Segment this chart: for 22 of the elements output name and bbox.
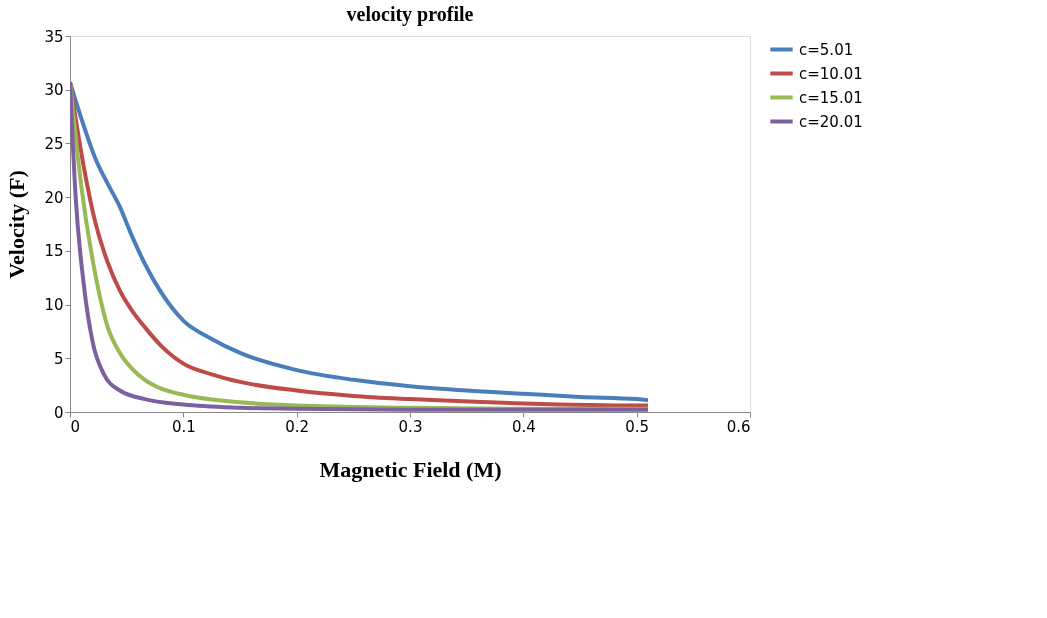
chart-title: velocity profile — [346, 3, 474, 26]
x-tick-label: 0.1 — [171, 417, 196, 436]
x-tick-label: 0.5 — [625, 417, 650, 436]
legend-label: c=20.01 — [799, 112, 863, 131]
x-axis-title: Magnetic Field (M) — [319, 456, 502, 482]
x-tick-label: 0 — [70, 417, 81, 436]
y-axis-title: Velocity (F) — [4, 170, 30, 279]
legend-label: c=10.01 — [799, 64, 863, 83]
x-tick-label: 0.2 — [285, 417, 310, 436]
y-tick-label: 20 — [44, 188, 64, 207]
x-tick-label: 0.6 — [726, 417, 751, 436]
y-tick-label: 30 — [44, 81, 64, 100]
x-tick-label: 0.4 — [511, 417, 536, 436]
y-tick-label: 10 — [44, 296, 64, 315]
y-tick-label: 25 — [44, 134, 64, 153]
y-tick-label: 5 — [53, 349, 64, 368]
y-tick-label: 15 — [44, 242, 64, 261]
legend-label: c=15.01 — [799, 88, 863, 107]
y-tick-label: 0 — [53, 403, 64, 422]
y-tick-label: 35 — [44, 27, 64, 46]
x-tick-label: 0.3 — [398, 417, 423, 436]
legend-label: c=5.01 — [799, 40, 854, 59]
